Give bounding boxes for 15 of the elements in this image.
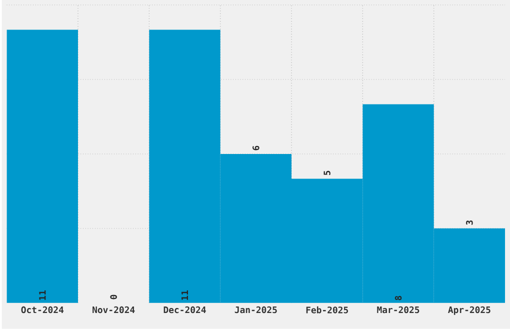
x-tick-label: Apr-2025 [448,306,490,315]
x-tick-label: Jan-2025 [234,306,277,314]
data-label: 0 [110,294,117,300]
data-label: 11 [39,290,46,300]
x-tick-label: Mar-2025 [377,306,420,314]
data-label: 8 [394,296,402,300]
x-tick-label: Oct-2024 [21,306,64,314]
x-tick-label: Feb-2025 [306,306,348,314]
data-label: 5 [324,170,330,176]
data-label: 11 [181,290,188,300]
x-tick-label: Nov-2024 [92,306,135,314]
data-label: 6 [252,146,260,150]
data-label: 3 [466,220,473,225]
x-tick-label: Dec-2024 [164,306,206,314]
bar [6,30,78,303]
